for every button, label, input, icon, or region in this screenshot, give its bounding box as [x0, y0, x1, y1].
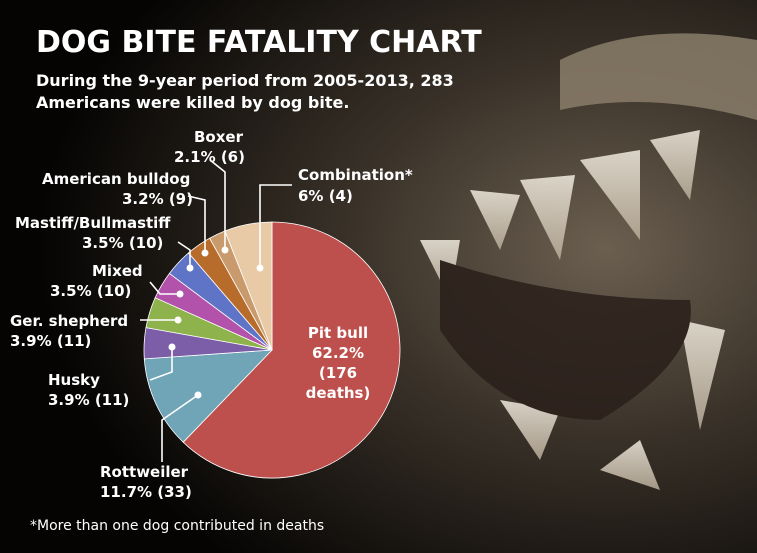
value-label: 3.9% (11): [48, 391, 129, 409]
value-label: 3.9% (11): [10, 332, 91, 350]
footnote: *More than one dog contributed in deaths: [30, 518, 324, 534]
slice-label: Mastiff/Bullmastiff: [15, 214, 171, 232]
value-label: 2.1% (6): [174, 148, 245, 166]
leader-dot: [186, 264, 194, 272]
slice-label: Pit bull: [308, 324, 368, 342]
subtitle: During the 9-year period from 2005-2013,…: [36, 71, 454, 90]
leader-dot: [201, 249, 209, 257]
slice-label: Rottweiler: [100, 463, 189, 481]
value-label: 3.5% (10): [82, 234, 163, 252]
value-label: 62.2% (176 deaths): [306, 344, 371, 402]
leader-dot: [256, 264, 264, 272]
title: DOG BITE FATALITY CHART: [36, 25, 482, 60]
value-label: 3.2% (9): [122, 190, 193, 208]
leader: [177, 241, 191, 268]
slice-label: Ger. shepherd: [10, 312, 128, 330]
leader-dot: [176, 290, 184, 298]
pie-slice: [182, 221, 401, 479]
pie-slice: [143, 349, 274, 443]
value-label: 3.5% (10): [50, 282, 131, 300]
leader: [149, 281, 180, 295]
leader: [209, 159, 226, 250]
leader-dot: [174, 316, 182, 324]
pie: [143, 221, 401, 479]
leader-dot: [168, 343, 176, 351]
leader-dot: [194, 391, 202, 399]
leader: [161, 394, 199, 462]
slice-label: Combination*: [298, 166, 413, 184]
value-label: 6% (4): [298, 187, 353, 205]
slice-label: Mixed: [92, 262, 143, 280]
slice-label: American bulldog: [42, 170, 190, 188]
leader: [149, 347, 173, 381]
leader-lines: [140, 159, 292, 462]
leader-dot: [221, 246, 229, 254]
slice-label: Boxer: [194, 128, 244, 146]
value-label: 11.7% (33): [100, 483, 192, 501]
leader: [187, 195, 206, 253]
subtitle: Americans were killed by dog bite.: [36, 93, 349, 112]
slice-label: Husky: [48, 371, 100, 389]
dog-photo-decor: [420, 33, 757, 490]
leader: [259, 184, 292, 268]
